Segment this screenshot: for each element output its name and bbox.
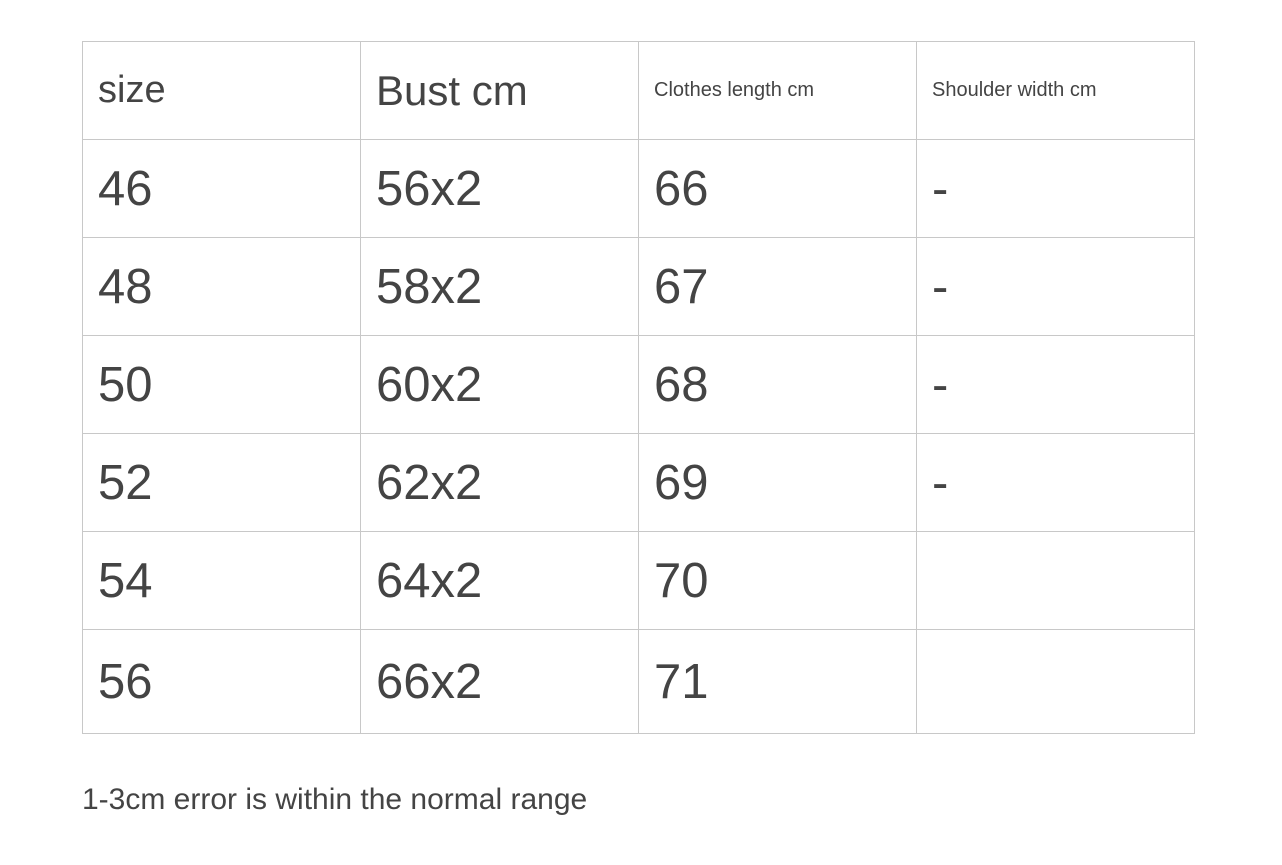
cell-bust: 66x2 [360, 629, 639, 734]
cell-shoulder-width: - [916, 237, 1195, 336]
header-row: size Bust cm Clothes length cm Shoulder … [82, 41, 1195, 140]
cell-shoulder-width [916, 629, 1195, 734]
header-bust: Bust cm [360, 41, 639, 140]
cell-clothes-length: 70 [638, 531, 917, 630]
cell-size: 52 [82, 433, 361, 532]
cell-size: 56 [82, 629, 361, 734]
cell-bust: 62x2 [360, 433, 639, 532]
cell-size: 50 [82, 335, 361, 434]
cell-shoulder-width [916, 531, 1195, 630]
cell-size: 48 [82, 237, 361, 336]
cell-bust: 60x2 [360, 335, 639, 434]
cell-bust: 64x2 [360, 531, 639, 630]
cell-clothes-length: 68 [638, 335, 917, 434]
cell-bust: 58x2 [360, 237, 639, 336]
cell-bust: 56x2 [360, 139, 639, 238]
cell-clothes-length: 71 [638, 629, 917, 734]
cell-shoulder-width: - [916, 335, 1195, 434]
table-row: 56 66x2 71 [82, 629, 1195, 734]
cell-clothes-length: 67 [638, 237, 917, 336]
size-chart-table: size Bust cm Clothes length cm Shoulder … [82, 41, 1195, 734]
cell-size: 54 [82, 531, 361, 630]
measurement-note: 1-3cm error is within the normal range [82, 783, 588, 816]
cell-clothes-length: 69 [638, 433, 917, 532]
cell-shoulder-width: - [916, 433, 1195, 532]
cell-size: 46 [82, 139, 361, 238]
header-size: size [82, 41, 361, 140]
header-shoulder-width: Shoulder width cm [916, 41, 1195, 140]
cell-shoulder-width: - [916, 139, 1195, 238]
table-row: 46 56x2 66- [82, 139, 1195, 238]
header-clothes-length: Clothes length cm [638, 41, 917, 140]
table-row: 54 64x2 70 [82, 531, 1195, 630]
cell-clothes-length: 66 [638, 139, 917, 238]
table-row: 52 62x2 69- [82, 433, 1195, 532]
table-row: 48 58x2 67- [82, 237, 1195, 336]
table-row: 50 60x2 68- [82, 335, 1195, 434]
